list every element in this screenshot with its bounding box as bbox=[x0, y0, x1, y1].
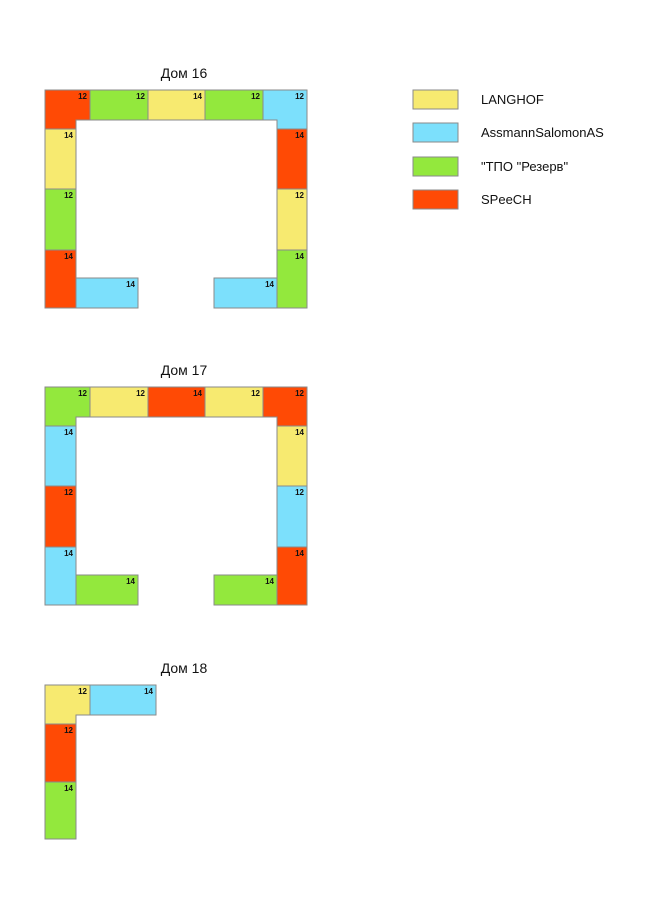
legend-label: "ТПО "Резерв" bbox=[481, 159, 568, 174]
apartment-unit: 14 bbox=[147, 386, 206, 418]
legend-item-speech: SPeeCH bbox=[412, 189, 532, 210]
building-title: Дом 16 bbox=[161, 65, 208, 81]
apartment-unit: 14 bbox=[276, 425, 308, 487]
apartment-unit: 14 bbox=[276, 249, 308, 309]
apartment-unit: 14 bbox=[44, 546, 77, 606]
legend-label: SPeeCH bbox=[481, 192, 532, 207]
apartment-unit: 12 bbox=[204, 386, 264, 418]
building-1: Дом 16 12 12 14 12 12 14 12 14 14 14 14 12 14 bbox=[44, 65, 308, 309]
unit-number: 12 bbox=[64, 488, 73, 497]
legend-swatch bbox=[412, 122, 459, 143]
building-title: Дом 17 bbox=[161, 362, 208, 378]
unit-number: 12 bbox=[78, 687, 87, 696]
apartment-unit: 12 bbox=[276, 485, 308, 548]
apartment-unit: 14 bbox=[276, 128, 308, 190]
building-2: Дом 17 12 12 14 12 12 14 12 14 14 14 14 12 14 bbox=[44, 362, 308, 606]
unit-number: 12 bbox=[78, 92, 87, 101]
apartment-unit: 14 bbox=[75, 574, 139, 606]
apartment-unit: 14 bbox=[276, 546, 308, 606]
legend-swatch bbox=[412, 189, 459, 210]
apartment-unit: 14 bbox=[89, 684, 157, 716]
unit-number: 14 bbox=[265, 577, 274, 586]
unit-number: 12 bbox=[295, 389, 304, 398]
apartment-unit: 12 bbox=[204, 89, 264, 121]
apartment-unit: 14 bbox=[44, 249, 77, 309]
apartment-unit: 12 bbox=[262, 386, 308, 427]
unit-number: 12 bbox=[295, 92, 304, 101]
unit-number: 12 bbox=[64, 726, 73, 735]
unit-number: 12 bbox=[295, 488, 304, 497]
unit-number: 14 bbox=[64, 131, 73, 140]
apartment-unit: 12 bbox=[262, 89, 308, 130]
unit-number: 14 bbox=[64, 252, 73, 261]
unit-number: 14 bbox=[64, 549, 73, 558]
legend-swatch bbox=[412, 89, 459, 110]
apartment-unit: 12 bbox=[44, 188, 77, 251]
unit-block-tpo bbox=[276, 249, 308, 309]
apartment-unit: 14 bbox=[44, 425, 77, 487]
apartment-unit: 14 bbox=[75, 277, 139, 309]
apartment-unit: 12 bbox=[44, 89, 91, 130]
apartment-unit: 14 bbox=[44, 128, 77, 190]
legend-item-tpo: "ТПО "Резерв" bbox=[412, 156, 568, 177]
unit-number: 12 bbox=[78, 389, 87, 398]
unit-block-tpo bbox=[44, 781, 77, 840]
legend-item-langhof: LANGHOF bbox=[412, 89, 544, 110]
unit-number: 14 bbox=[193, 92, 202, 101]
unit-number: 14 bbox=[193, 389, 202, 398]
legend-label: LANGHOF bbox=[481, 92, 544, 107]
unit-number: 14 bbox=[144, 687, 153, 696]
apartment-unit: 12 bbox=[89, 89, 149, 121]
unit-number: 12 bbox=[295, 191, 304, 200]
unit-number: 14 bbox=[295, 428, 304, 437]
unit-number: 14 bbox=[64, 428, 73, 437]
unit-block-speech bbox=[276, 546, 308, 606]
apartment-unit: 12 bbox=[276, 188, 308, 251]
unit-block-assmann bbox=[75, 277, 139, 309]
legend: LANGHOF AssmannSalomonAS "ТПО "Резерв" SPee… bbox=[412, 89, 604, 210]
legend-item-assmann: AssmannSalomonAS bbox=[412, 122, 604, 143]
apartment-unit: 12 bbox=[89, 386, 149, 418]
unit-number: 14 bbox=[265, 280, 274, 289]
building-3: Дом 18 12 14 12 14 bbox=[44, 660, 208, 840]
unit-number: 14 bbox=[126, 280, 135, 289]
unit-number: 14 bbox=[295, 131, 304, 140]
unit-block-tpo bbox=[75, 574, 139, 606]
building-title: Дом 18 bbox=[161, 660, 208, 676]
unit-number: 14 bbox=[126, 577, 135, 586]
unit-number: 14 bbox=[295, 549, 304, 558]
unit-number: 12 bbox=[251, 92, 260, 101]
apartment-unit: 12 bbox=[44, 485, 77, 548]
apartment-unit: 14 bbox=[44, 781, 77, 840]
legend-swatch bbox=[412, 156, 459, 177]
unit-number: 12 bbox=[136, 92, 145, 101]
unit-number: 12 bbox=[251, 389, 260, 398]
apartment-unit: 12 bbox=[44, 386, 91, 427]
apartment-unit: 14 bbox=[213, 574, 278, 606]
apartment-unit: 12 bbox=[44, 684, 91, 725]
unit-number: 12 bbox=[64, 191, 73, 200]
unit-number: 14 bbox=[64, 784, 73, 793]
legend-label: AssmannSalomonAS bbox=[481, 125, 604, 140]
unit-number: 12 bbox=[136, 389, 145, 398]
unit-block-assmann bbox=[89, 684, 157, 716]
apartment-unit: 14 bbox=[147, 89, 206, 121]
unit-number: 14 bbox=[295, 252, 304, 261]
apartment-unit: 14 bbox=[213, 277, 278, 309]
apartment-unit: 12 bbox=[44, 723, 77, 783]
